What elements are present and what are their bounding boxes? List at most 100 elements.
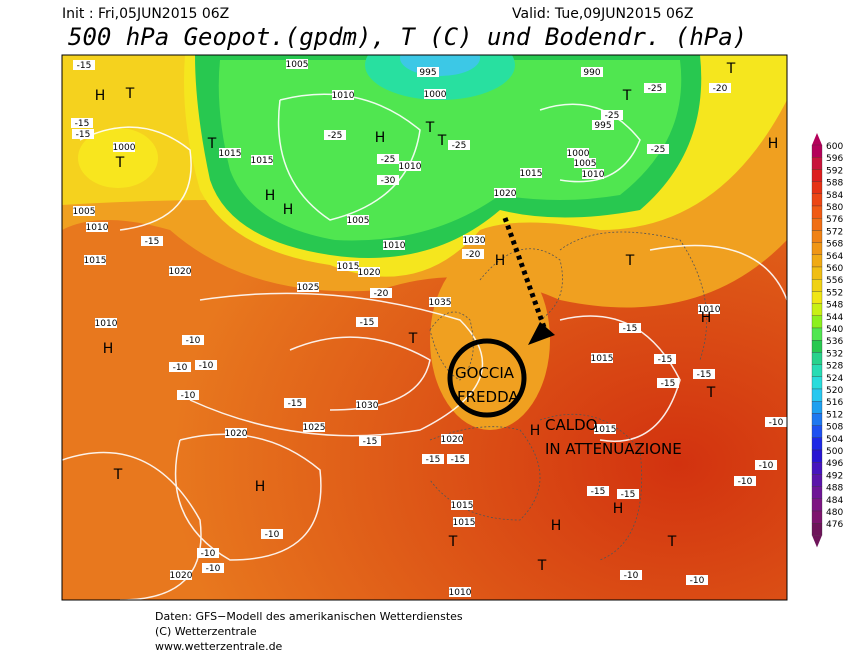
label-box [113,142,135,152]
legend-swatch [811,523,823,536]
legend-cap-top [812,133,822,145]
legend-label: 532 [826,349,843,359]
label-box [462,249,484,259]
contour-label: 1030 [356,401,379,411]
label-box [620,570,642,580]
annotation-cold-2: FREDDA [457,388,519,406]
contour-label: -15 [75,119,90,129]
legend-label: 564 [826,252,843,262]
map-title: 500 hPa Geopot.(gpdm), T (C) und Bodendr… [68,23,747,51]
contour-label: -15 [623,324,638,334]
label-box [197,548,219,558]
label-box [417,67,439,77]
legend-label: 600 [826,142,843,152]
legend-swatch [811,425,823,438]
label-box [429,297,451,307]
contour-label: -20 [713,84,728,94]
contour-label: -15 [451,455,466,465]
contour-label: 1015 [219,149,242,159]
label-box [399,161,421,171]
contour-label: 990 [583,68,600,78]
legend-swatch [811,254,823,268]
label-box [592,120,614,130]
pressure-center: T [622,88,632,104]
pressure-center: T [113,467,123,483]
legend-swatch [811,181,823,194]
contour-label: 1015 [520,169,543,179]
contour-label: -15 [76,130,91,140]
legend-label: 552 [826,288,843,298]
legend-cap-bottom [812,535,822,548]
contour-label: -10 [769,418,784,428]
dotted-arrow [502,217,548,331]
contour-label: -10 [199,361,214,371]
contour-label: -10 [173,363,188,373]
legend-label: 580 [826,203,843,213]
contour-label: -15 [697,370,712,380]
label-box [463,235,485,245]
contour-label: 1005 [286,60,309,70]
label-box [567,148,589,158]
contour-label: 1000 [113,143,136,153]
contour-label: 1020 [169,267,192,277]
legend-swatch [811,388,823,402]
pressure-center: T [448,534,458,550]
contour-label: 1015 [591,354,614,364]
contour-label: 1010 [332,91,355,101]
contour-label: 1015 [337,262,360,272]
pressure-center: H [283,202,294,218]
contour-label: 1010 [698,305,721,315]
legend-label: 476 [826,520,843,530]
label-box [647,144,669,154]
pressure-center: T [726,61,736,77]
label-box [591,353,613,363]
legend-label: 512 [826,410,843,420]
label-box [582,169,604,179]
label-box [286,59,308,69]
legend-label: 528 [826,362,843,372]
label-box [520,168,542,178]
label-box [574,158,596,168]
label-box [356,317,378,327]
label-box [755,460,777,470]
label-box [698,304,720,314]
legend-label: 520 [826,386,843,396]
legend-label: 568 [826,240,843,250]
cyan-field [365,55,515,100]
pressure-center: H [375,130,386,146]
contour-label: -15 [426,455,441,465]
contour-label: 1015 [594,425,617,435]
legend-swatch [811,327,823,341]
legend-swatch [811,205,823,219]
contour-label: 1010 [449,588,472,598]
pressure-center: T [115,155,125,171]
label-box [332,90,354,100]
label-box [601,110,623,120]
annotation-warm-1: CALDO [545,416,597,434]
contour-label: -20 [374,289,389,299]
legend-swatch [811,510,823,524]
legend-label: 548 [826,301,843,311]
contour-label: -20 [466,250,481,260]
label-box [337,261,359,271]
legend-label: 480 [826,508,843,518]
footer-copyright: (C) Wetterzentrale [155,625,257,638]
legend-label: 584 [826,191,843,201]
contour-label: 1010 [95,319,118,329]
label-box [177,390,199,400]
label-box [581,67,603,77]
contour-label: 1015 [251,156,274,166]
contour-label: -30 [381,176,396,186]
contour-label: -25 [452,141,467,151]
pressure-center: H [95,88,106,104]
legend-swatch [811,449,823,463]
legend-label: 488 [826,484,843,494]
legend-label: 556 [826,276,843,286]
pressure-center: T [537,558,547,574]
contour-label: -10 [759,461,774,471]
yellow-core [78,128,158,188]
label-box [693,369,715,379]
